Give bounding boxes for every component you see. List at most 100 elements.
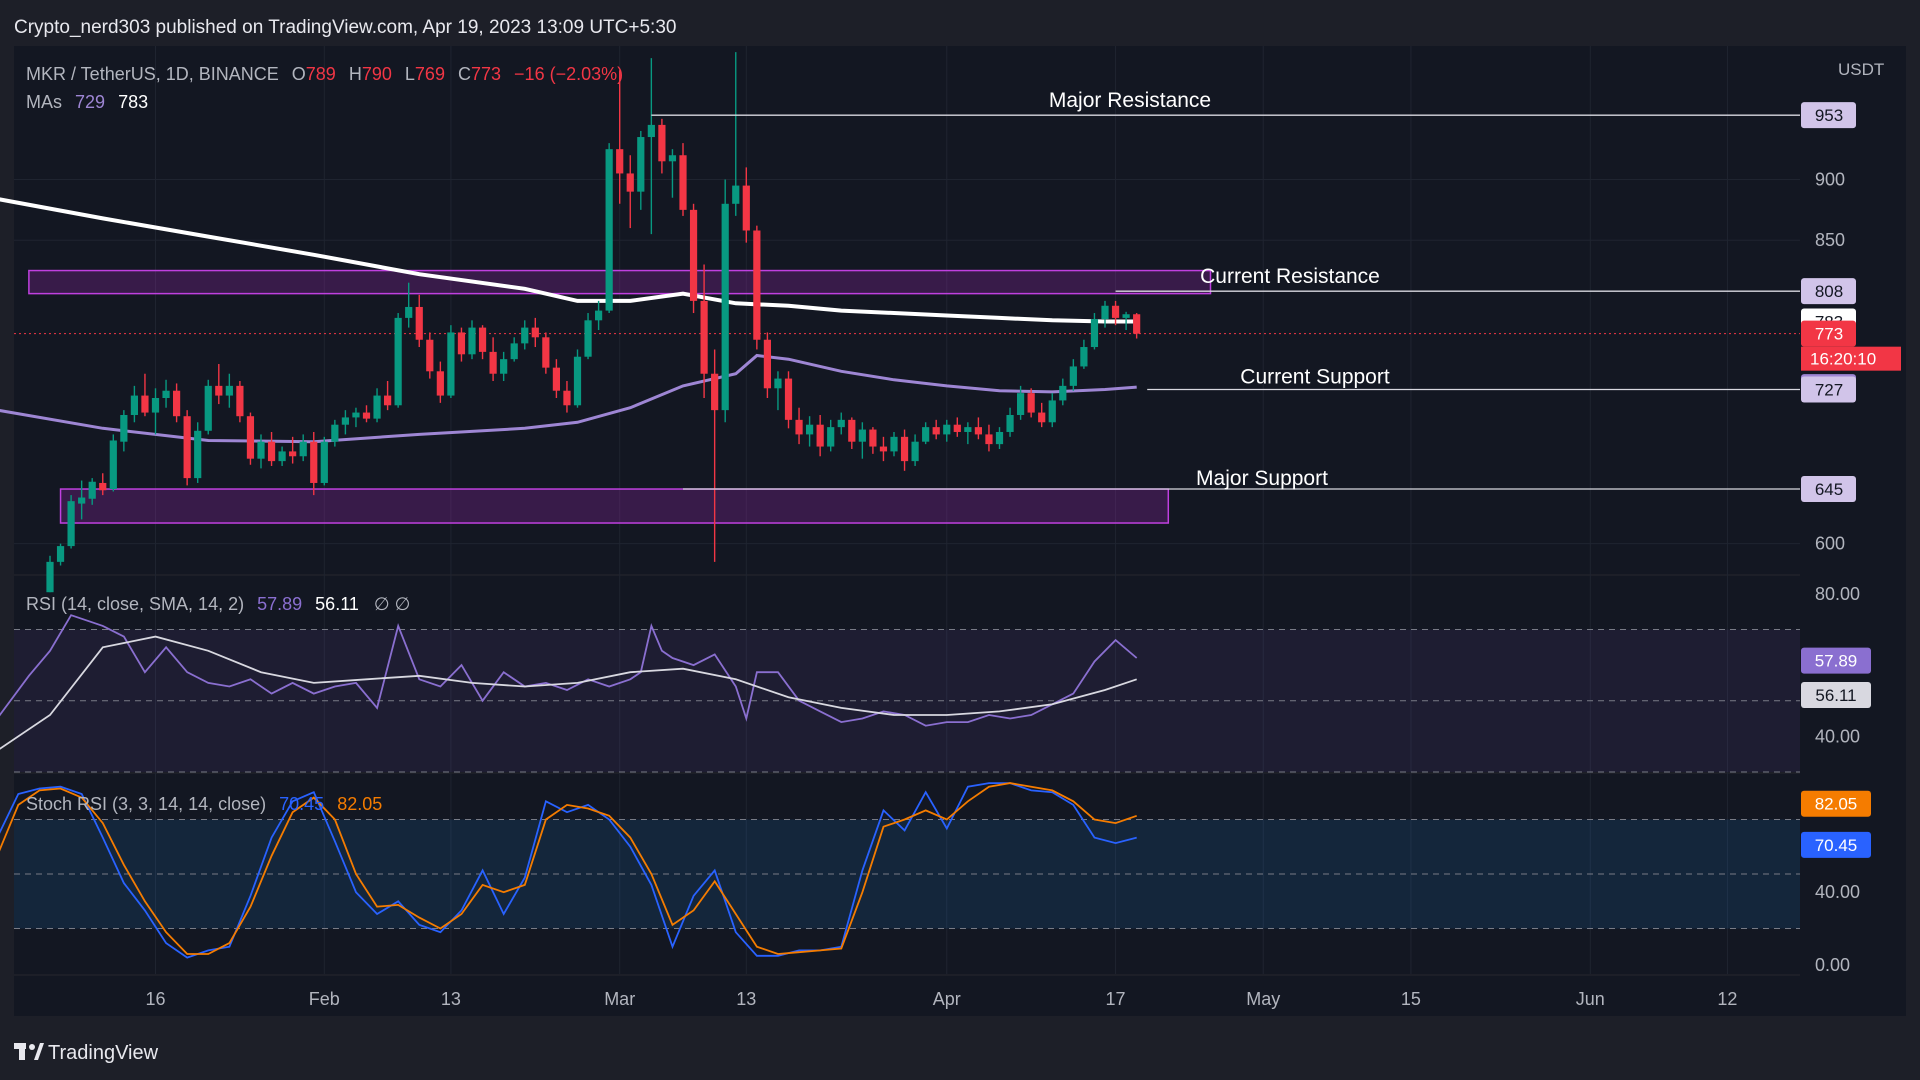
candle-body — [668, 155, 677, 162]
candle-body — [795, 419, 803, 435]
level-name-label: Current Support — [1240, 366, 1390, 389]
candle-body — [806, 424, 814, 435]
change-value: −16 (−2.03%) — [514, 64, 623, 84]
ohlc-l-value: 769 — [415, 64, 445, 84]
candle-body — [289, 451, 297, 457]
price-label-text: 645 — [1815, 480, 1843, 499]
ma-legend-label[interactable]: MAs — [26, 92, 62, 112]
stoch-series-line — [0, 782, 1137, 959]
candle-body — [753, 230, 761, 340]
candle-body — [563, 390, 571, 406]
candle-body — [1027, 393, 1035, 413]
candle-body — [405, 306, 413, 318]
stoch-legend: Stoch RSI (3, 3, 14, 14, close) 70.45 82… — [26, 794, 382, 814]
ma-long-line — [0, 197, 1137, 324]
candle-body — [848, 419, 856, 442]
candle-body — [922, 427, 930, 442]
price-label-box — [1801, 278, 1856, 305]
candle-body — [67, 501, 75, 547]
rsi-value-text: 57.89 — [1815, 652, 1858, 671]
candle-body — [679, 155, 687, 210]
candles-layer — [46, 52, 1141, 593]
resistance-zone — [28, 269, 1212, 295]
ohlc-l-label: L — [405, 64, 415, 84]
rsi-value-box — [1801, 681, 1871, 708]
time-tick-label: 12 — [1717, 989, 1737, 1009]
rsi-tick-label: 80.00 — [1815, 584, 1860, 604]
candle-body — [711, 373, 719, 411]
rsi-label[interactable]: RSI (14, close, SMA, 14, 2) — [26, 594, 244, 614]
price-label-text: 953 — [1815, 106, 1843, 125]
tradingview-logo-icon — [14, 1043, 44, 1060]
candle-body — [943, 424, 951, 435]
candle-body — [1080, 347, 1088, 367]
candle-body — [742, 185, 750, 231]
candle-body — [816, 424, 824, 447]
rsi-pane[interactable] — [14, 576, 1800, 772]
time-axis[interactable] — [14, 976, 1800, 1016]
candle-body — [478, 327, 487, 352]
level-name-label: Major Resistance — [1049, 89, 1211, 112]
candle-body — [542, 337, 550, 368]
candle-body — [732, 185, 740, 204]
candle-body — [584, 320, 592, 357]
rsi-series-line — [0, 614, 1138, 727]
candle-body — [1048, 400, 1056, 423]
candle-body — [415, 306, 423, 340]
candle-body — [267, 441, 276, 462]
rsi-value-text: 56.11 — [1815, 686, 1856, 705]
candle-body — [626, 173, 634, 192]
candle-body — [911, 441, 919, 462]
candle-body — [637, 137, 645, 192]
candle-body — [310, 441, 318, 483]
rsi-value: 57.89 — [257, 594, 302, 614]
candle-body — [595, 310, 603, 321]
ohlc-h-value: 790 — [362, 64, 392, 84]
candle-body — [215, 385, 223, 396]
candle-body — [141, 395, 149, 413]
candle-body — [426, 339, 434, 372]
candle-body — [827, 427, 835, 447]
candle-body — [489, 351, 497, 374]
candle-body — [183, 416, 191, 479]
candle-body — [373, 395, 381, 419]
stoch-tick-label: 0.00 — [1815, 955, 1850, 975]
symbol-name[interactable]: MKR / TetherUS, 1D, BINANCE — [26, 64, 279, 84]
ohlc-c-label: C — [458, 64, 471, 84]
price-label-box — [1801, 102, 1856, 129]
support-zone — [59, 488, 1170, 524]
tradingview-logo[interactable]: TradingView — [14, 1042, 159, 1064]
stoch-value-box — [1801, 790, 1871, 817]
candle-body — [320, 441, 328, 483]
candle-body — [1038, 412, 1046, 423]
candle-body — [573, 356, 582, 406]
stoch-k-value: 70.45 — [279, 794, 324, 814]
ma-short-value: 729 — [75, 92, 105, 112]
candle-body — [120, 414, 128, 442]
candle-body — [510, 343, 518, 360]
candle-body — [616, 149, 624, 174]
price-tick-label: 900 — [1815, 170, 1845, 190]
candle-body — [700, 300, 708, 374]
candle-body — [900, 436, 909, 462]
candle-body — [658, 124, 666, 162]
stoch-label[interactable]: Stoch RSI (3, 3, 14, 14, close) — [26, 794, 266, 814]
candle-body — [974, 427, 982, 435]
rsi-legend: RSI (14, close, SMA, 14, 2) 57.89 56.11 … — [26, 594, 410, 614]
rsi-tick-label: 40.00 — [1815, 726, 1860, 746]
stoch-value-text: 70.45 — [1815, 836, 1858, 855]
time-tick-label: 16 — [145, 989, 165, 1009]
candle-body — [246, 416, 255, 459]
candle-body — [78, 497, 86, 504]
candle-body — [605, 149, 613, 311]
stoch-series-line — [0, 782, 1137, 955]
candle-body — [46, 561, 54, 593]
price-label-box — [1801, 376, 1856, 403]
candle-body — [1017, 393, 1025, 415]
countdown-text: 16:20:10 — [1810, 350, 1876, 369]
price-axis-strip[interactable] — [1800, 46, 1906, 1016]
price-pane[interactable] — [14, 46, 1800, 574]
time-tick-label: 13 — [736, 989, 756, 1009]
candle-body — [689, 209, 698, 301]
